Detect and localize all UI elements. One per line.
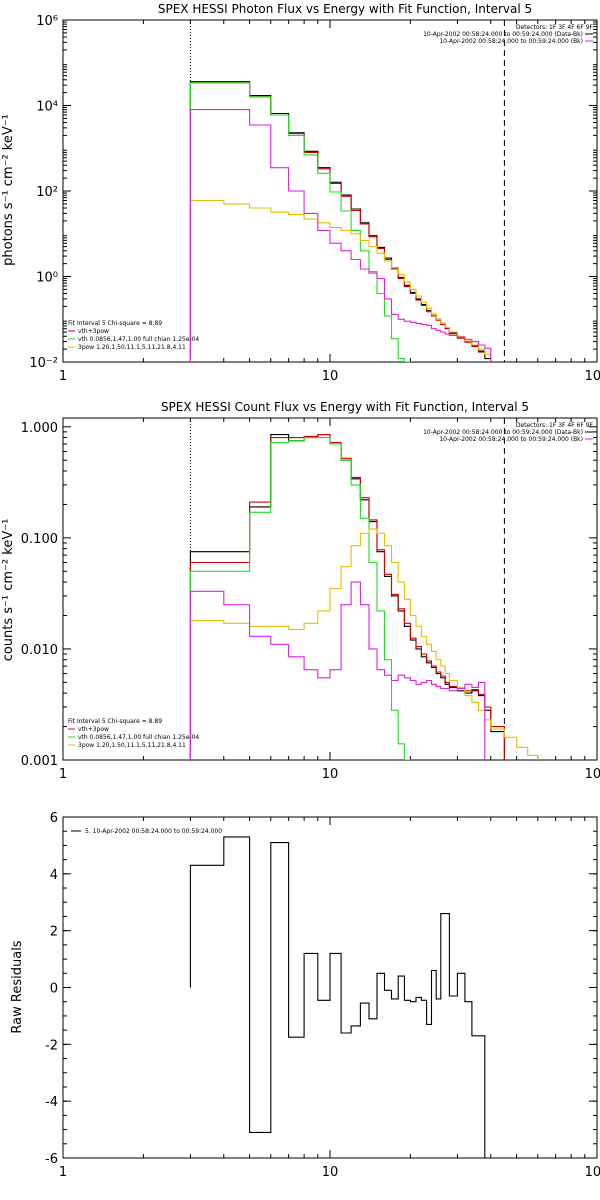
photon-flux-panel: 1 10 100 10⁶ 10⁴ 10² 10⁰ 10⁻² Fit Interval 5 Chi… — [29, 14, 600, 384]
series-line — [189, 82, 411, 362]
y-tick-label: 10⁶ — [36, 14, 58, 29]
y-tick-label: 0.001 — [21, 754, 58, 769]
legend-entry: 3pow 1.20,1.50,11.1,5.11,21.8,4.11 — [78, 344, 186, 351]
y-tick-label: 10⁰ — [36, 271, 58, 286]
series-line — [189, 581, 486, 760]
legend-right-entry: 10-Apr-2002 00:58:24.000 to 00:59:24.000… — [439, 38, 583, 45]
legend-right-entry: Detectors: 1F 3F 4F 6F 9F — [516, 422, 594, 429]
legend-entry: vth 0.0856,1.47,1.00 full chian 1.25e-04 — [78, 336, 199, 343]
legend-right-entry: 10-Apr-2002 00:58:24.000 to 00:59:24.000… — [423, 429, 583, 436]
y-tick-label: 6 — [50, 811, 58, 826]
series-line — [189, 81, 492, 362]
legend-right-entry: Detectors: 1F 3F 4F 6F 9F — [516, 24, 594, 31]
panel2-ylabel: counts s⁻¹ cm⁻² keV⁻¹ — [1, 519, 16, 662]
y-tick-label: 2 — [50, 925, 58, 940]
legend-right-entry: 10-Apr-2002 00:58:24.000 to 00:59:24.000… — [423, 31, 583, 38]
panel1-ylabel: photons s⁻¹ cm⁻² keV⁻¹ — [1, 114, 16, 266]
panel2-title: SPEX HESSI Count Flux vs Energy with Fit… — [161, 400, 529, 414]
x-tick-label: 10 — [322, 767, 339, 782]
y-tick-label: 1.000 — [21, 421, 58, 436]
legend-entry: Fit Interval 5 Chi-square = 8.89 — [68, 718, 162, 725]
x-tick-label: 100 — [585, 767, 600, 782]
legend-entry: 3pow 1.20,1.50,11.1,5.11,21.8,4.11 — [78, 742, 186, 749]
x-tick-label: 10 — [322, 1165, 339, 1180]
legend-right-entry: 10-Apr-2002 00:58:24.000 to 00:59:24.000… — [439, 436, 583, 443]
panel1-title: SPEX HESSI Photon Flux vs Energy with Fi… — [158, 2, 532, 16]
x-tick-label: 100 — [585, 1165, 600, 1180]
legend-entry: vth 0.0856,1.47,1.00 full chian 1.25e-04 — [78, 734, 199, 741]
y-tick-label: -2 — [45, 1038, 58, 1053]
y-tick-label: 10⁻² — [29, 356, 58, 371]
series-line — [189, 199, 492, 362]
y-tick-label: -4 — [45, 1095, 58, 1110]
series-line — [189, 437, 411, 760]
legend-entry: 5. 10-Apr-2002 00:58:24.000 to 00:59:24.… — [85, 828, 222, 835]
x-tick-label: 1 — [59, 369, 67, 384]
y-tick-label: 0.100 — [21, 532, 58, 547]
x-tick-label: 1 — [59, 767, 67, 782]
x-tick-label: 1 — [59, 1165, 67, 1180]
series-line — [189, 528, 539, 760]
series-line — [189, 836, 491, 1158]
legend-entry: vth+3pow — [78, 328, 109, 335]
y-tick-label: 0 — [50, 982, 58, 997]
series-line — [189, 434, 505, 760]
series-line — [189, 434, 505, 760]
x-tick-label: 100 — [585, 369, 600, 384]
y-tick-label: -6 — [45, 1152, 58, 1167]
y-tick-label: 10² — [36, 185, 58, 200]
legend-entry: Fit Interval 5 Chi-square = 8.89 — [68, 320, 162, 327]
series-line — [189, 82, 492, 362]
residuals-panel: 1 10 100 6 4 2 0 -2 -4 -6 5. 10-Apr-2002 00:58:24.… — [45, 811, 600, 1180]
legend-entry: vth+3pow — [78, 726, 109, 733]
y-tick-label: 4 — [50, 868, 58, 883]
y-tick-label: 0.010 — [21, 643, 58, 658]
count-flux-panel: 1 10 100 1.000 0.100 0.010 0.001 Fit Interval 5… — [21, 417, 600, 782]
series-group — [189, 434, 539, 760]
panel3-ylabel: Raw Residuals — [10, 940, 25, 1033]
series-line — [189, 109, 492, 362]
y-tick-label: 10⁴ — [36, 100, 58, 115]
series-group — [189, 836, 491, 1158]
x-tick-label: 10 — [322, 369, 339, 384]
series-group — [189, 81, 492, 362]
